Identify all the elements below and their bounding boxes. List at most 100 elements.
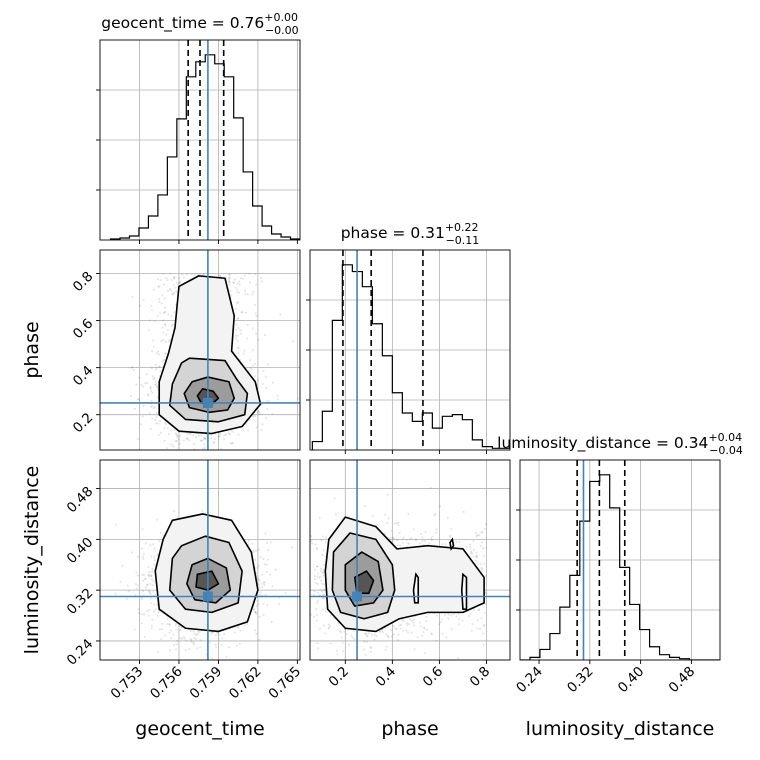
sample-point: [458, 617, 461, 620]
sample-point: [157, 422, 160, 425]
sample-point: [484, 602, 487, 605]
sample-point: [182, 635, 185, 638]
panel-title: luminosity_distance = 0.34+0.04 −0.04: [497, 431, 743, 457]
sample-point: [258, 579, 261, 583]
sample-point: [137, 398, 140, 401]
sample-point: [307, 578, 309, 580]
sample-point: [352, 629, 355, 633]
sample-point: [210, 437, 213, 440]
sample-point: [190, 640, 193, 644]
sample-point: [158, 297, 161, 301]
sample-point: [245, 623, 249, 626]
sample-point: [153, 559, 156, 562]
sample-point: [257, 564, 260, 567]
sample-point: [482, 632, 485, 635]
sample-point: [168, 287, 171, 290]
title-plus: +0.04: [708, 431, 742, 444]
sample-point: [178, 443, 181, 446]
sample-point: [394, 627, 397, 630]
pair-panel-phase-luminosity_distance: [275, 459, 511, 661]
sample-point: [294, 570, 296, 572]
sample-point: [323, 563, 326, 566]
sample-point: [405, 538, 408, 541]
sample-point: [150, 627, 153, 630]
sample-point: [174, 439, 177, 443]
sample-point: [141, 579, 145, 582]
sample-point: [319, 627, 322, 630]
sample-point: [472, 540, 475, 543]
sample-point: [462, 510, 465, 513]
sample-point: [422, 626, 426, 629]
sample-point: [304, 588, 306, 590]
sample-point: [265, 563, 268, 566]
sample-point: [218, 275, 221, 278]
sample-point: [152, 339, 155, 342]
sample-point: [166, 279, 169, 282]
sample-point: [249, 281, 252, 284]
sample-point: [318, 575, 321, 578]
sample-point: [155, 554, 159, 557]
sample-point: [310, 613, 313, 616]
sample-point: [254, 273, 257, 276]
sample-point: [321, 608, 324, 611]
sample-point: [136, 438, 139, 441]
sample-point: [244, 311, 247, 314]
sample-point: [316, 619, 319, 622]
sample-point: [150, 399, 153, 402]
sample-point: [268, 573, 272, 576]
sample-point: [119, 580, 122, 583]
sample-point: [435, 528, 438, 531]
sample-point: [158, 365, 161, 368]
sample-point: [353, 638, 356, 641]
sample-point: [320, 579, 323, 582]
sample-point: [143, 635, 146, 639]
sample-point: [223, 434, 226, 437]
sample-point: [430, 539, 433, 542]
sample-point: [155, 416, 158, 419]
sample-point: [197, 630, 200, 633]
sample-point: [175, 643, 178, 646]
sample-point: [312, 593, 316, 597]
sample-point: [162, 338, 165, 341]
sample-point: [295, 568, 297, 570]
sample-point: [148, 608, 151, 611]
sample-point: [257, 638, 261, 641]
sample-point: [236, 288, 239, 291]
sample-point: [485, 574, 488, 578]
sample-point: [265, 386, 268, 389]
sample-point: [168, 649, 172, 652]
sample-point: [435, 639, 438, 642]
sample-point: [266, 407, 269, 410]
sample-point: [405, 629, 408, 632]
sample-point: [130, 366, 134, 370]
sample-point: [390, 529, 393, 532]
sample-point: [149, 582, 152, 585]
sample-point: [253, 608, 256, 611]
sample-point: [205, 434, 208, 437]
sample-point: [237, 433, 240, 436]
sample-point: [478, 608, 481, 611]
sample-point: [397, 633, 400, 636]
sample-point: [218, 633, 221, 636]
sample-point: [193, 632, 196, 635]
sample-point: [192, 630, 195, 633]
sample-point: [148, 574, 151, 577]
sample-point: [142, 555, 145, 558]
sample-point: [161, 622, 164, 625]
sample-point: [480, 531, 483, 534]
title-plus: +0.00: [264, 11, 298, 24]
sample-point: [259, 591, 262, 594]
sample-point: [172, 633, 175, 636]
sample-point: [275, 585, 277, 587]
sample-point: [255, 314, 258, 317]
sample-point: [153, 418, 157, 421]
sample-point: [168, 623, 171, 626]
sample-point: [247, 539, 250, 543]
sample-point: [450, 614, 453, 617]
sample-point: [153, 383, 157, 386]
sample-point: [316, 565, 319, 568]
sample-point: [230, 442, 233, 445]
sample-point: [147, 590, 150, 593]
sample-point: [170, 278, 173, 281]
sample-point: [193, 636, 196, 639]
